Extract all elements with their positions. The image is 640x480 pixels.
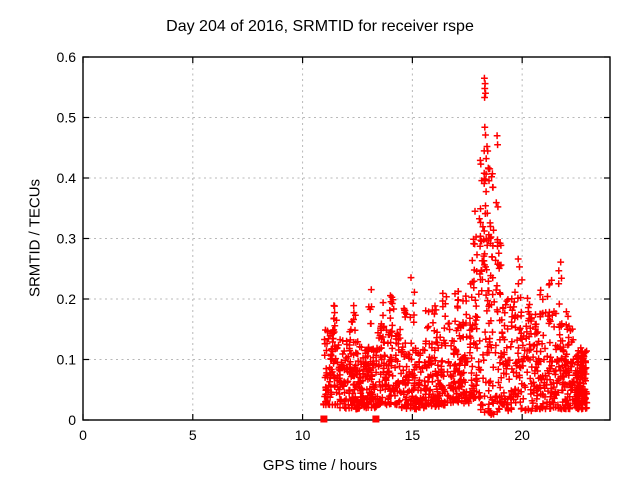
y-axis-label: SRMTID / TECUs (26, 178, 44, 298)
x-tick-label: 5 (189, 427, 197, 443)
x-tick-label: 20 (514, 427, 530, 443)
square-marker (320, 415, 328, 423)
x-tick-label: 15 (405, 427, 421, 443)
data-points-plus (320, 74, 591, 418)
x-tick-labels: 0 5 10 15 20 (79, 427, 530, 443)
y-tick-label: 0.5 (57, 110, 77, 126)
chart-title: Day 204 of 2016, SRMTID for receiver rsp… (166, 18, 474, 35)
x-tick-label: 10 (295, 427, 311, 443)
y-tick-label: 0.4 (57, 170, 77, 186)
y-tick-label: 0.6 (57, 49, 77, 65)
square-marker (372, 415, 380, 423)
y-tick-label: 0.2 (57, 291, 77, 307)
y-tick-label: 0.1 (57, 352, 77, 368)
x-axis-label: GPS time / hours (262, 457, 378, 474)
axis-ticks (82, 56, 610, 421)
y-tick-label: 0 (68, 412, 76, 428)
y-tick-labels: 0 0.1 0.2 0.3 0.4 0.5 0.6 (57, 49, 77, 428)
y-tick-label: 0.3 (57, 231, 77, 247)
data-points-squares (320, 415, 380, 423)
x-tick-label: 0 (79, 427, 87, 443)
